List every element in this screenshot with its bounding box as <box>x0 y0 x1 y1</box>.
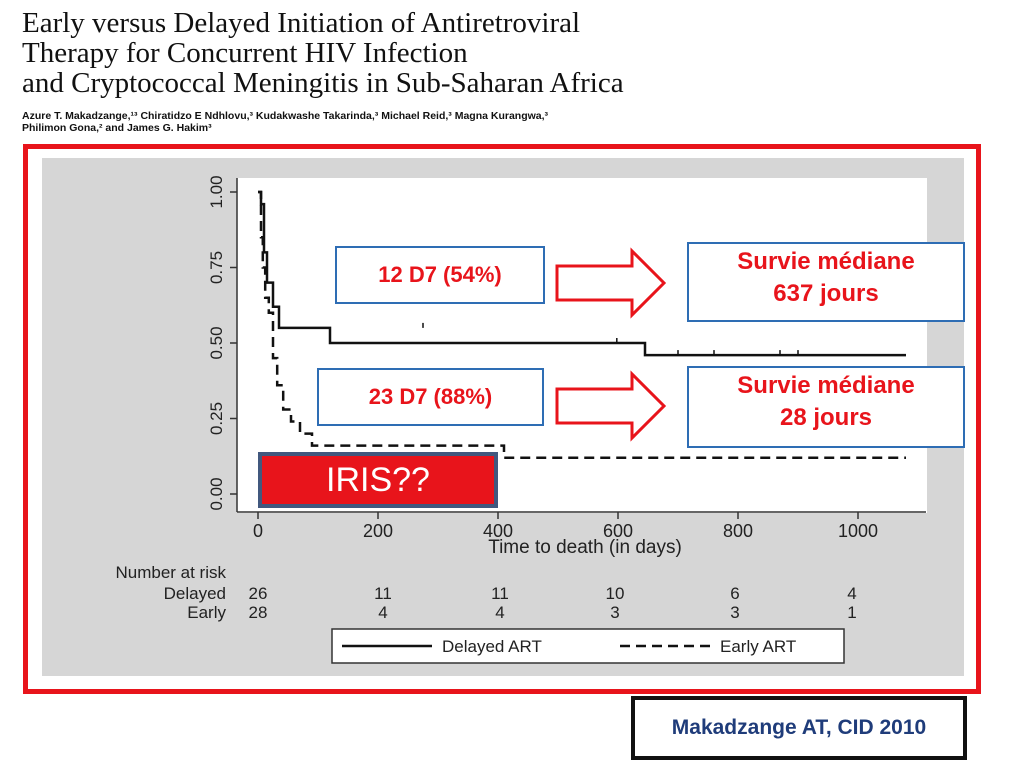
delayed-arrow <box>555 247 667 319</box>
slide-title: Early versus Delayed Initiation of Antir… <box>22 8 1012 98</box>
delayed-survival-callout: Survie médiane 637 jours <box>687 242 965 322</box>
risk-value: 10 <box>606 584 625 603</box>
delayed-art-line <box>258 190 906 357</box>
x-tick-label: 0 <box>253 521 263 541</box>
risk-value: 26 <box>249 584 268 603</box>
early-survival-line-1: Survie médiane <box>737 372 915 399</box>
y-tick-label: 1.00 <box>207 175 226 208</box>
series-lines <box>258 190 906 460</box>
delayed-survival-line-2: 637 jours <box>773 280 879 307</box>
risk-value: 6 <box>730 584 739 603</box>
title-line-2: Therapy for Concurrent HIV Infection <box>22 37 468 69</box>
authors-line-2: Philimon Gona,² and James G. Hakim³ <box>22 122 212 134</box>
iris-label: IRIS?? <box>258 452 498 508</box>
y-tick-label: 0.75 <box>207 251 226 284</box>
risk-value: 3 <box>730 603 739 622</box>
legend-label-delayed: Delayed ART <box>442 637 542 656</box>
risk-value: 1 <box>847 603 856 622</box>
early-count-callout: 23 D7 (88%) <box>317 368 544 426</box>
title-line-3: and Cryptococcal Meningitis in Sub-Sahar… <box>22 67 624 99</box>
risk-row-label: Early <box>187 603 226 622</box>
early-arrow <box>555 370 667 442</box>
risk-table-header: Number at risk <box>115 563 226 582</box>
y-tick-label: 0.25 <box>207 402 226 435</box>
x-axis-label: Time to death (in days) <box>488 537 682 558</box>
risk-value: 11 <box>374 584 392 603</box>
author-list: Azure T. Makadzange,¹³ Chiratidzo E Ndhl… <box>22 110 1012 134</box>
delayed-survival-line-1: Survie médiane <box>737 248 915 275</box>
risk-value: 11 <box>491 584 509 603</box>
authors-line-1: Azure T. Makadzange,¹³ Chiratidzo E Ndhl… <box>22 110 549 122</box>
delayed-count-callout: 12 D7 (54%) <box>335 246 545 304</box>
legend: Delayed ART Early ART <box>331 628 845 664</box>
risk-value: 4 <box>495 603 504 622</box>
risk-row-label: Delayed <box>164 584 226 603</box>
title-line-1: Early versus Delayed Initiation of Antir… <box>22 7 581 39</box>
early-survival-callout: Survie médiane 28 jours <box>687 366 965 448</box>
risk-value: 3 <box>610 603 619 622</box>
x-tick-label: 200 <box>363 521 393 541</box>
risk-table: Number at risk Delayed 26 11 11 10 6 4 Early 28 4 4… <box>115 563 856 622</box>
x-tick-label: 800 <box>723 521 753 541</box>
x-tick-label: 600 <box>603 521 633 541</box>
axes <box>236 178 926 513</box>
y-tick-label: 0.00 <box>207 477 226 510</box>
tick-labels: 0.00 0.25 0.50 0.75 1.00 0 200 400 600 800 1000 <box>207 175 878 541</box>
x-tick-label: 400 <box>483 521 513 541</box>
early-art-line <box>258 190 906 460</box>
risk-value: 4 <box>847 584 856 603</box>
citation-box: Makadzange AT, CID 2010 <box>631 696 967 760</box>
x-tick-label: 1000 <box>838 521 878 541</box>
risk-value: 28 <box>249 603 268 622</box>
early-survival-line-2: 28 jours <box>779 404 873 431</box>
y-tick-label: 0.50 <box>207 326 226 359</box>
risk-value: 4 <box>378 603 387 622</box>
legend-label-early: Early ART <box>720 637 796 656</box>
